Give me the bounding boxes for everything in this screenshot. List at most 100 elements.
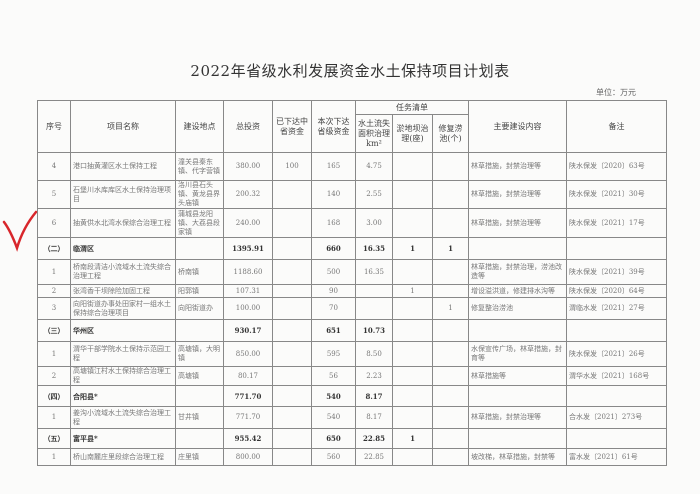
header-area: 水土流失面积治理km²: [355, 114, 393, 153]
cell-name: 高塘镇江村水土保持综合治理工程: [70, 366, 176, 386]
cell-pond: [431, 152, 470, 181]
cell-current: 660: [311, 237, 356, 260]
cell-total: 930.17: [223, 319, 273, 342]
cell-content: [468, 385, 568, 407]
subtotal-row: （二） 临渭区 1395.91 660 16.35 1 1: [37, 237, 668, 260]
cell-total: 1395.91: [223, 237, 273, 260]
cell-content: 林草措施，封禁治理，涝池改造等: [468, 259, 568, 285]
cell-total: 80.17: [223, 366, 273, 386]
cell-remark: 陕水保发〔2021〕17号: [566, 208, 668, 238]
cell-pond: [431, 284, 470, 298]
cell-seq: 2: [37, 366, 71, 386]
header-content: 主要建设内容: [468, 100, 568, 153]
cell-content: 增设溢洪道，修建排水沟等: [468, 284, 568, 298]
cell-seq: 2: [37, 284, 71, 298]
cell-dam: [392, 366, 433, 386]
cell-issued: [272, 284, 312, 298]
cell-content: [468, 428, 568, 449]
cell-current: 165: [311, 152, 356, 181]
cell-name: 张湾香干坝除险加固工程: [70, 284, 176, 298]
cell-dam: [392, 406, 433, 429]
table-row: 1 渭华干部学院水土保持示范园工程 高塘镇，大明镇 850.00 595 8.50 水保宣传…: [37, 341, 668, 367]
cell-issued: [272, 366, 312, 386]
cell-issued: [272, 237, 312, 260]
document-title: 2022年省级水利发展资金水土保持项目计划表: [190, 62, 510, 80]
cell-issued: [272, 208, 312, 238]
subtotal-row: （三） 华州区 930.17 651 10.73: [37, 319, 668, 342]
cell-location: 蒲城县龙阳镇、大荔县段家镇: [175, 208, 224, 238]
cell-remark: 陕水保发〔2020〕63号: [566, 152, 668, 181]
cell-issued: [272, 180, 312, 209]
cell-issued: 100: [272, 152, 312, 181]
cell-location: [175, 385, 224, 407]
cell-area: 3.00: [355, 208, 393, 238]
cell-dam: 1: [392, 237, 433, 260]
cell-location: 高塘镇，大明镇: [175, 341, 224, 367]
header-location: 建设地点: [175, 100, 224, 153]
cell-seq: （三）: [37, 319, 71, 342]
cell-location: 庄里镇: [175, 448, 224, 466]
cell-remark: [566, 428, 668, 449]
cell-area: 2.55: [355, 180, 393, 209]
header-seq: 序号: [37, 100, 71, 153]
cell-location: 桥南镇: [175, 259, 224, 285]
subtotal-row: （四） 合阳县* 771.70 540 8.17: [37, 385, 668, 407]
cell-content: 修复整治涝池: [468, 297, 568, 320]
cell-pond: [431, 180, 470, 209]
cell-seq: （二）: [37, 237, 71, 260]
table-row: 1 桥南段清洁小流域水土流失综合治理工程 桥南镇 1188.60 500 16.35 林草措…: [37, 259, 668, 285]
cell-dam: [392, 152, 433, 181]
cell-area: 8.50: [355, 341, 393, 367]
cell-location: 阳郭镇: [175, 284, 224, 298]
cell-location: 洛川县石头镇、黄龙县界头庙镇: [175, 180, 224, 209]
cell-current: 540: [311, 406, 356, 429]
cell-current: 56: [311, 366, 356, 386]
cell-dam: [392, 208, 433, 238]
cell-area: 8.17: [355, 406, 393, 429]
cell-pond: [431, 208, 470, 238]
table-row: 2 张湾香干坝除险加固工程 阳郭镇 107.31 90 1 增设溢洪道，修建排水沟等 陕水保发…: [37, 284, 668, 298]
cell-current: 168: [311, 208, 356, 238]
cell-dam: [392, 448, 433, 466]
cell-name: 姜沟小流域水土流失综合治理工程: [70, 406, 176, 429]
subtotal-row: （五） 富平县* 955.42 650 22.85 1: [37, 428, 668, 449]
cell-pond: [431, 366, 470, 386]
cell-remark: [566, 319, 668, 342]
cell-remark: [566, 237, 668, 260]
cell-issued: [272, 428, 312, 449]
cell-seq: 1: [37, 406, 71, 429]
cell-issued: [272, 319, 312, 342]
cell-location: 向阳街道办: [175, 297, 224, 320]
red-checkmark-icon: [2, 210, 38, 252]
header-total: 总投资: [223, 100, 273, 153]
cell-dam: [392, 180, 433, 209]
header-pond: 修复涝池(个): [431, 114, 470, 153]
cell-remark: 合水发〔2021〕273号: [566, 406, 668, 429]
cell-name: 华州区: [70, 319, 176, 342]
table-row: 5 石堡川水库库区水土保持治理项目 洛川县石头镇、黄龙县界头庙镇 200.32 140 2…: [37, 180, 668, 209]
cell-name: 合阳县*: [70, 385, 176, 407]
cell-content: 林草措施，封禁治理等: [468, 180, 568, 209]
cell-area: 8.17: [355, 385, 393, 407]
cell-current: 560: [311, 448, 356, 466]
table-row: 6 抽黄供水北湾水保综合治理工程 蒲城县龙阳镇、大荔县段家镇 240.00 168 3.0…: [37, 208, 668, 238]
cell-remark: 富水发〔2021〕61号: [566, 448, 668, 466]
cell-pond: [431, 406, 470, 429]
cell-seq: 5: [37, 180, 71, 209]
cell-seq: （五）: [37, 428, 71, 449]
header-tasks: 任务清单: [354, 100, 470, 115]
cell-content: 林草措施，封禁治理等: [468, 406, 568, 429]
header-issued: 已下达中省资金: [272, 100, 312, 153]
header-remark: 备注: [566, 100, 668, 153]
cell-dam: [392, 319, 433, 342]
cell-total: 107.31: [223, 284, 273, 298]
cell-seq: 1: [37, 341, 71, 367]
cell-issued: [272, 259, 312, 285]
cell-remark: 陕水保发〔2020〕64号: [566, 284, 668, 298]
cell-location: 高塘镇: [175, 366, 224, 386]
cell-name: 桥山南麓庄里段综合治理工程: [70, 448, 176, 466]
cell-area: 10.73: [355, 319, 393, 342]
table-row: 1 姜沟小流域水土流失综合治理工程 甘井镇 771.70 540 8.17 林草措施，封禁治…: [37, 406, 668, 429]
cell-current: 650: [311, 428, 356, 449]
cell-total: 955.42: [223, 428, 273, 449]
